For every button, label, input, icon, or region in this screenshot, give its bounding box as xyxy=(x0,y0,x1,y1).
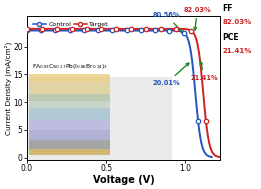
Text: PCE: PCE xyxy=(222,33,239,42)
Bar xyxy=(29,120,110,130)
Text: 21.41%: 21.41% xyxy=(191,62,218,81)
Text: 82.03%: 82.03% xyxy=(222,19,251,25)
Bar xyxy=(29,149,110,155)
Bar xyxy=(29,82,110,94)
Text: FF: FF xyxy=(222,4,233,13)
Text: 20.01%: 20.01% xyxy=(153,63,189,86)
Text: FA$_{0.83}$Cs$_{0.17}$Pb(I$_{0.86}$Br$_{0.14}$)$_3$: FA$_{0.83}$Cs$_{0.17}$Pb(I$_{0.86}$Br$_{… xyxy=(32,62,108,71)
Text: 80.56%: 80.56% xyxy=(152,12,184,34)
X-axis label: Voltage (V): Voltage (V) xyxy=(93,175,155,185)
Bar xyxy=(29,108,110,120)
Y-axis label: Current Density (mA/cm²): Current Density (mA/cm²) xyxy=(4,42,12,135)
Bar xyxy=(29,74,110,82)
Bar xyxy=(29,130,110,140)
Bar xyxy=(29,94,110,101)
Bar xyxy=(27,77,172,160)
Text: 21.41%: 21.41% xyxy=(222,48,252,53)
Bar xyxy=(29,101,110,108)
Text: 82.03%: 82.03% xyxy=(183,7,211,30)
Bar xyxy=(29,140,110,149)
Legend: Control, Target: Control, Target xyxy=(32,21,110,29)
